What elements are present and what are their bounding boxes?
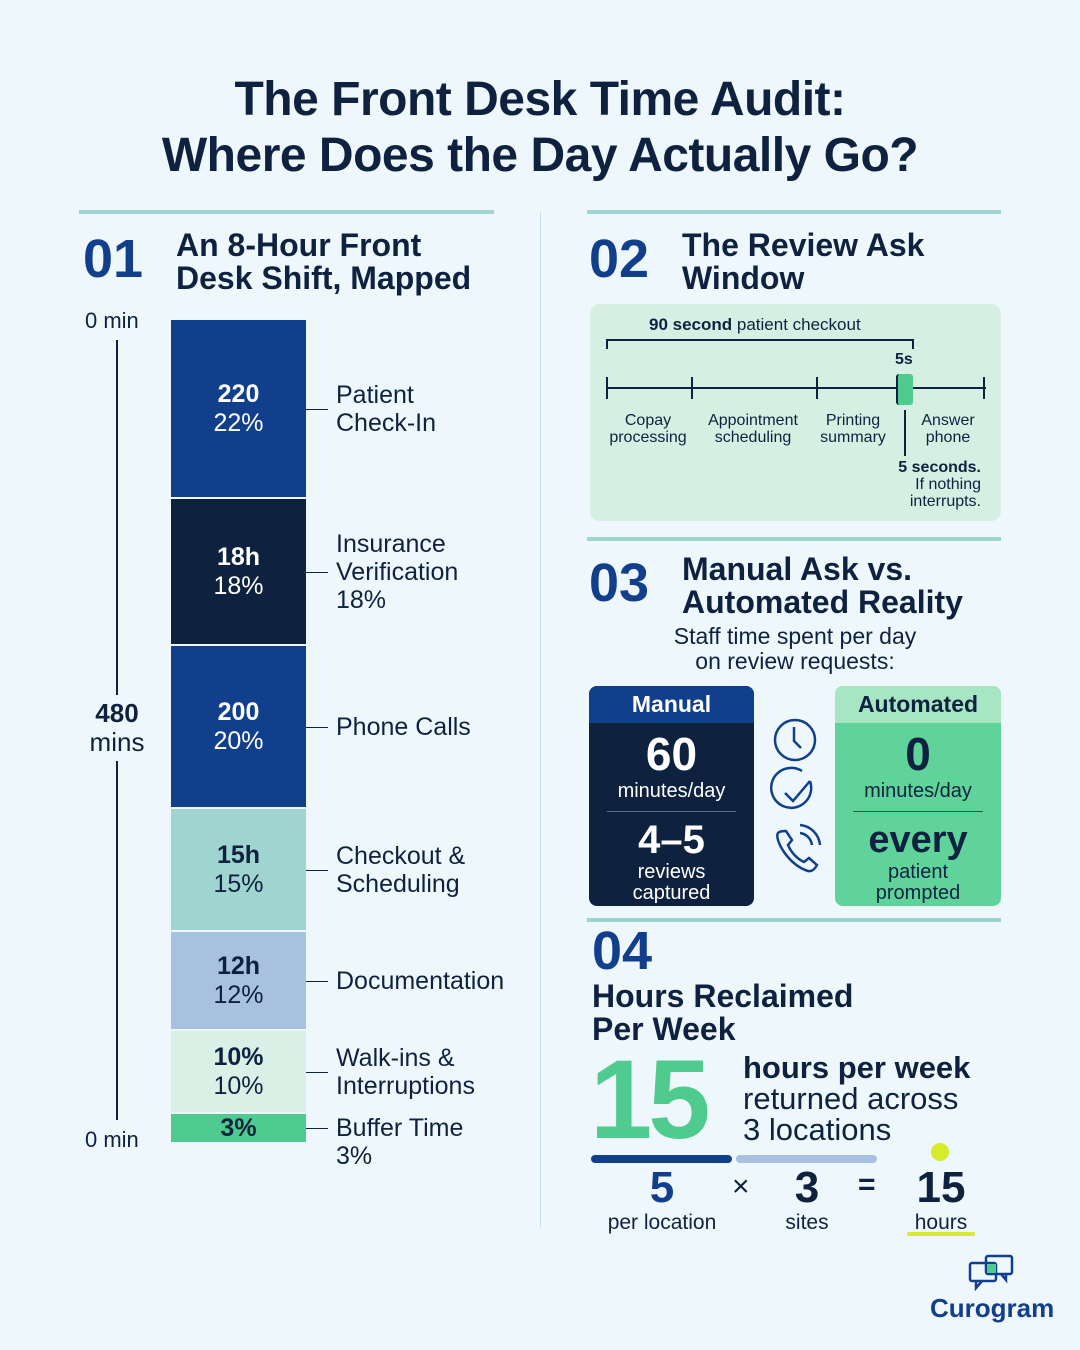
segment-value: 220 xyxy=(217,379,260,408)
section-subtitle: Staff time spent per day on review reques… xyxy=(673,623,917,674)
divider xyxy=(79,210,494,214)
segment-value: 15h xyxy=(216,840,261,869)
clock-icon xyxy=(773,718,817,762)
bracket-label: 90 second patient checkout xyxy=(649,315,861,334)
note: 5 seconds. If nothing interrupts. xyxy=(898,459,981,510)
bracket xyxy=(606,339,914,349)
review-window-panel: 90 second patient checkout 5s Copay proce… xyxy=(590,304,1001,521)
bar-segment: 220 22% xyxy=(171,320,306,497)
segment-leader xyxy=(306,980,328,982)
bar-segment: 3% xyxy=(171,1114,306,1142)
segment-value: 10% xyxy=(213,1042,264,1071)
result-underline xyxy=(907,1232,975,1236)
check-circle-icon xyxy=(770,766,813,810)
section-heading: Hours Reclaimed Per Week xyxy=(592,978,854,1047)
divider xyxy=(587,210,1001,214)
axis-total: 480 mins xyxy=(80,695,154,761)
segment-percent: 15% xyxy=(213,869,264,898)
equation-result: 15 hours xyxy=(914,1163,968,1235)
task-label: Answer phone xyxy=(921,412,975,446)
section-heading: An 8-Hour Front Desk Shift, Mapped xyxy=(176,227,472,296)
segment-leader xyxy=(306,1071,328,1073)
task-label: Appointment scheduling xyxy=(708,412,798,446)
column-divider xyxy=(540,212,541,1227)
hours-description: hours per week returned across 3 locations xyxy=(743,1050,971,1147)
marker-label: 5s xyxy=(895,351,913,368)
axis-top-label: 0 min xyxy=(85,308,139,333)
bar-segment: 18h 18% xyxy=(171,499,306,644)
bar-per-location xyxy=(591,1155,732,1163)
bar-segment: 200 20% xyxy=(171,646,306,807)
section-heading: The Review Ask Window xyxy=(682,227,925,296)
segment-percent: 18% xyxy=(213,571,264,600)
chat-bubbles-icon xyxy=(968,1254,1014,1292)
segment-percent: 20% xyxy=(213,726,264,755)
equation-term: 3 sites xyxy=(785,1163,829,1235)
times-sign: × xyxy=(732,1170,750,1203)
arrow-up-icon xyxy=(904,410,906,456)
axis-bottom-label: 0 min xyxy=(85,1127,139,1152)
divider xyxy=(587,537,1001,541)
segment-label: Patient Check-In xyxy=(336,380,437,437)
hours-big-number: 15 xyxy=(590,1037,711,1162)
highlight-dot xyxy=(931,1143,949,1161)
bar-segment: 15h 15% xyxy=(171,809,306,930)
icon-column xyxy=(770,718,822,873)
segment-label: Checkout & Scheduling xyxy=(336,841,466,898)
segment-leader xyxy=(306,869,328,871)
segment-value: 12h xyxy=(216,951,261,980)
bar-segment: 10% 10% xyxy=(171,1031,306,1112)
automated-card: Automated 0 minutes/day every patient pr… xyxy=(835,686,1001,906)
segment-leader xyxy=(306,726,328,728)
bar-segment: 12h 12% xyxy=(171,932,306,1029)
segment-value: 3% xyxy=(220,1113,257,1142)
divider xyxy=(587,918,1001,922)
section-heading: Manual Ask vs. Automated Reality xyxy=(682,551,963,620)
segment-label: Documentation xyxy=(336,966,505,995)
section-number: 04 xyxy=(592,921,653,981)
segment-value: 200 xyxy=(217,697,260,726)
segment-label: Buffer Time 3% xyxy=(336,1114,464,1170)
section-number: 02 xyxy=(589,229,650,289)
segment-leader xyxy=(306,408,328,410)
task-label: Printing summary xyxy=(820,412,886,446)
segment-percent: 12% xyxy=(213,980,264,1009)
segment-label: Phone Calls xyxy=(336,712,471,741)
section-number: 03 xyxy=(589,553,650,613)
equals-sign: = xyxy=(858,1168,876,1201)
segment-percent: 10% xyxy=(213,1071,264,1100)
segment-leader xyxy=(306,1128,328,1129)
five-second-marker xyxy=(896,374,913,405)
brand-logo: Curogram xyxy=(930,1293,1055,1323)
section-number: 01 xyxy=(83,229,144,289)
manual-card: Manual 60 minutes/day 4–5 reviews captur… xyxy=(589,686,754,906)
timeline xyxy=(606,387,986,389)
segment-label: Walk-ins & Interruptions xyxy=(336,1043,475,1100)
segment-label: Insurance Verification 18% xyxy=(336,529,459,614)
phone-icon xyxy=(776,823,822,873)
task-label: Copay processing xyxy=(609,412,687,446)
segment-percent: 22% xyxy=(213,408,264,437)
equation-term: 5 per location xyxy=(607,1163,717,1235)
segment-leader xyxy=(306,571,328,573)
bar-sites xyxy=(736,1155,877,1163)
page-title: The Front Desk Time Audit: Where Does the… xyxy=(161,73,919,182)
segment-value: 18h xyxy=(216,542,261,571)
